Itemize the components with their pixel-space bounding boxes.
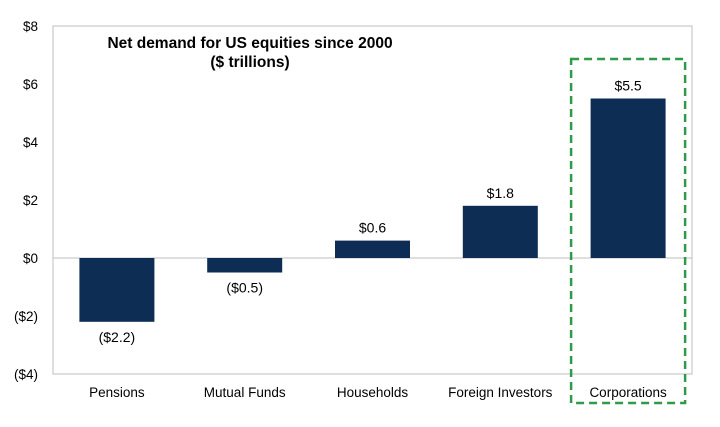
data-label: $0.6 [359,220,386,236]
y-tick-label: $2 [23,193,38,208]
data-label: $1.8 [487,185,514,201]
bar-foreign-investors [462,205,538,258]
bar-pensions [79,258,155,322]
category-label: Foreign Investors [448,385,553,400]
y-tick-label: $6 [23,77,38,92]
chart-title: Net demand for US equities since 2000 [107,35,392,52]
bar-corporations [590,98,666,258]
category-label: Households [337,385,409,400]
plot-area-border [52,25,693,375]
y-tick-label: $8 [23,19,38,34]
y-tick-label: ($2) [14,309,38,324]
y-tick-label: ($4) [14,367,38,382]
y-tick-label: $4 [23,135,39,150]
data-label: ($0.5) [226,280,263,296]
y-tick-label: $0 [23,251,38,266]
category-label: Mutual Funds [204,385,286,400]
category-label: Corporations [589,385,667,400]
bar-mutual-funds [207,258,283,273]
data-label: ($2.2) [99,329,136,345]
chart-subtitle: ($ trillions) [210,54,289,71]
category-label: Pensions [89,385,145,400]
highlight-box [569,57,687,405]
bar-households [335,240,410,258]
data-label: $5.5 [614,78,641,94]
